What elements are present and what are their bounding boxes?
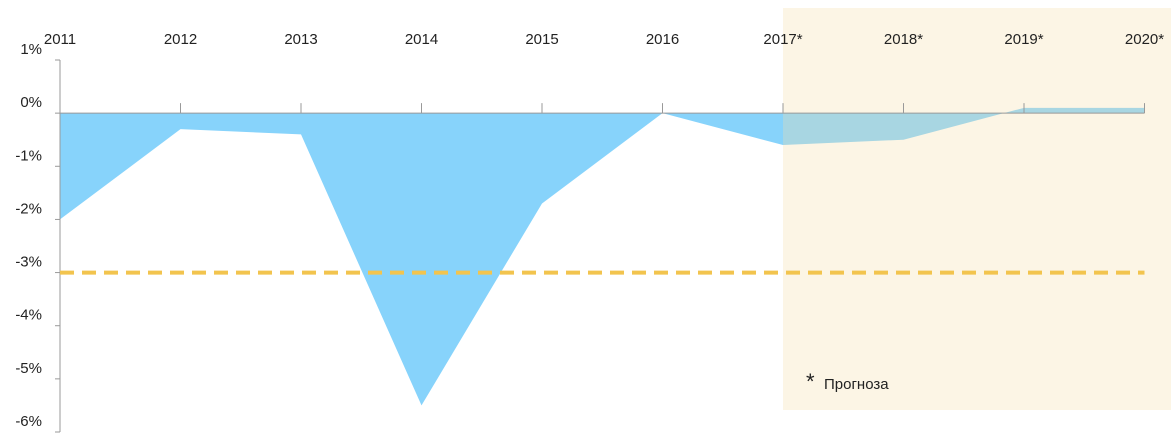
x-tick-label: 2020* bbox=[1125, 31, 1164, 48]
x-tick-label: 2019* bbox=[1004, 31, 1043, 48]
forecast-region bbox=[783, 8, 1171, 410]
x-tick-label: 2011 bbox=[44, 31, 76, 48]
y-tick-label: -3% bbox=[15, 254, 42, 271]
x-tick-label: 2018* bbox=[884, 31, 923, 48]
y-tick-label: 0% bbox=[20, 94, 42, 111]
x-tick-label: 2016 bbox=[646, 31, 679, 48]
x-tick-label: 2017* bbox=[763, 31, 802, 48]
annotation: Прогноза bbox=[824, 376, 889, 393]
y-tick-label: -4% bbox=[15, 307, 42, 324]
x-tick-label: 2015 bbox=[525, 31, 558, 48]
x-tick-label: 2013 bbox=[284, 31, 317, 48]
x-tick-label: 2012 bbox=[164, 31, 197, 48]
y-tick-label: -6% bbox=[15, 413, 42, 430]
annotation-marker: * bbox=[806, 369, 815, 394]
y-tick-label: -5% bbox=[15, 360, 42, 377]
x-tick-label: 2014 bbox=[405, 31, 438, 48]
y-tick-label: -2% bbox=[15, 200, 42, 217]
area bbox=[60, 107, 1145, 406]
y-tick-label: -1% bbox=[15, 147, 42, 164]
y-tick-label: 1% bbox=[20, 41, 42, 58]
